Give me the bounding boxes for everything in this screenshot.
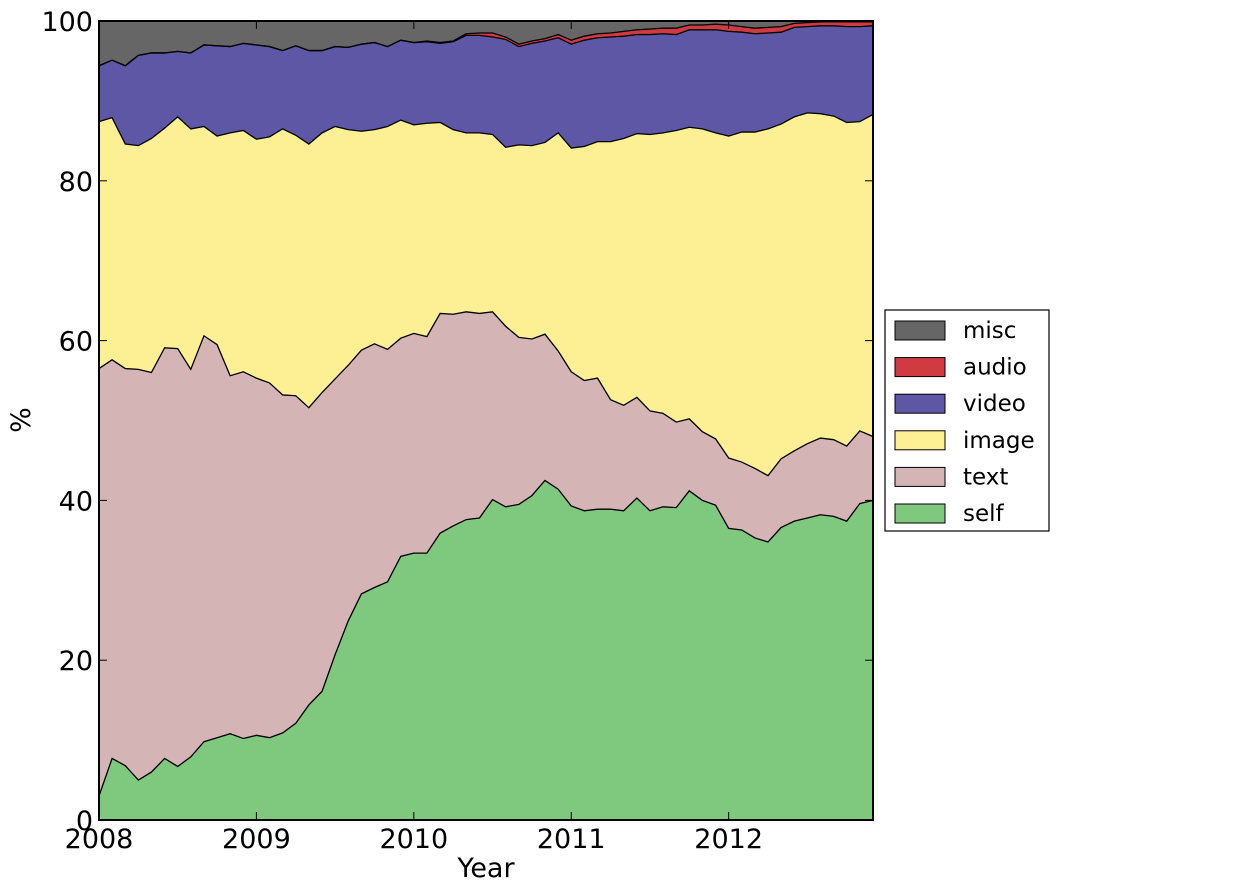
legend-item-self: self xyxy=(894,501,1005,527)
x-tick-label: 2009 xyxy=(222,824,291,855)
x-tick-label: 2008 xyxy=(65,824,134,855)
x-tick-label: 2010 xyxy=(379,824,448,855)
y-tick-label: 20 xyxy=(59,646,93,677)
y-tick-label: 80 xyxy=(59,167,93,198)
x-tick-label: 2011 xyxy=(537,824,606,855)
y-tick-label: 60 xyxy=(59,327,93,358)
legend-item-misc: misc xyxy=(894,318,1016,344)
y-axis-title: % xyxy=(6,407,37,433)
area-outline-image xyxy=(98,112,874,149)
area-text xyxy=(99,311,873,797)
legend-label: audio xyxy=(963,355,1027,381)
area-self xyxy=(99,480,873,820)
x-tick-label: 2012 xyxy=(694,824,763,855)
legend-swatch xyxy=(894,466,946,487)
legend-swatch xyxy=(894,393,946,414)
y-tick-label: 100 xyxy=(41,7,93,38)
legend-label: self xyxy=(963,501,1005,527)
area-image xyxy=(99,112,873,476)
legend-label: image xyxy=(963,428,1035,454)
legend: misc audio video image text self xyxy=(884,309,1050,532)
x-axis-title: Year xyxy=(456,853,515,884)
legend-label: text xyxy=(963,464,1008,490)
area-outline-audio xyxy=(98,21,873,67)
area-video xyxy=(99,25,873,149)
y-tick-label: 40 xyxy=(59,486,93,517)
area-outline-self xyxy=(98,479,874,797)
legend-swatch xyxy=(894,503,946,524)
area-outline-text xyxy=(98,311,874,477)
legend-swatch xyxy=(894,430,946,451)
legend-label: misc xyxy=(963,318,1016,344)
legend-item-audio: audio xyxy=(894,355,1027,381)
legend-swatch xyxy=(894,320,946,341)
area-misc xyxy=(99,21,873,66)
legend-label: video xyxy=(963,391,1026,417)
legend-item-video: video xyxy=(894,391,1026,417)
y-tick-label: 0 xyxy=(76,806,93,837)
legend-frame xyxy=(884,309,1050,532)
legend-item-image: image xyxy=(894,428,1035,454)
plot-frame xyxy=(98,20,874,821)
legend-item-text: text xyxy=(894,464,1008,490)
legend-swatch xyxy=(894,357,946,378)
